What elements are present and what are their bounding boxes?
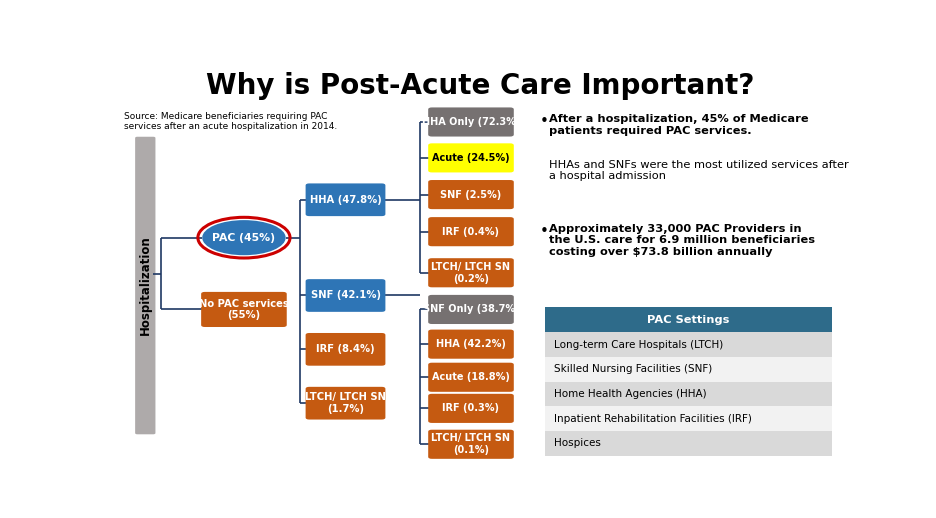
Text: LTCH/ LTCH SN
(1.7%): LTCH/ LTCH SN (1.7%) (305, 393, 386, 414)
FancyBboxPatch shape (545, 407, 831, 431)
Text: Acute (18.8%): Acute (18.8%) (432, 372, 510, 382)
Text: Long-term Care Hospitals (LTCH): Long-term Care Hospitals (LTCH) (554, 340, 723, 350)
FancyBboxPatch shape (428, 363, 514, 392)
FancyBboxPatch shape (428, 295, 514, 324)
FancyBboxPatch shape (428, 430, 514, 459)
FancyBboxPatch shape (428, 107, 514, 137)
Text: PAC Settings: PAC Settings (647, 315, 729, 325)
Text: HHA Only (72.3%): HHA Only (72.3%) (422, 117, 520, 127)
FancyBboxPatch shape (428, 143, 514, 172)
Text: Home Health Agencies (HHA): Home Health Agencies (HHA) (554, 389, 707, 399)
Text: •: • (540, 114, 548, 129)
Text: LTCH/ LTCH SN
(0.2%): LTCH/ LTCH SN (0.2%) (431, 262, 510, 283)
FancyBboxPatch shape (306, 183, 386, 216)
Text: HHAs and SNFs were the most utilized services after
a hospital admission: HHAs and SNFs were the most utilized ser… (548, 160, 848, 181)
FancyBboxPatch shape (428, 217, 514, 246)
FancyBboxPatch shape (428, 394, 514, 423)
FancyBboxPatch shape (306, 387, 386, 420)
Text: Inpatient Rehabilitation Facilities (IRF): Inpatient Rehabilitation Facilities (IRF… (554, 414, 752, 424)
FancyBboxPatch shape (306, 279, 386, 312)
Text: HHA (42.2%): HHA (42.2%) (436, 339, 506, 349)
FancyBboxPatch shape (545, 382, 831, 407)
Text: IRF (0.3%): IRF (0.3%) (443, 404, 500, 413)
Ellipse shape (202, 220, 285, 255)
FancyBboxPatch shape (545, 357, 831, 382)
FancyBboxPatch shape (428, 329, 514, 358)
FancyBboxPatch shape (545, 332, 831, 357)
FancyBboxPatch shape (306, 333, 386, 366)
Text: LTCH/ LTCH SN
(0.1%): LTCH/ LTCH SN (0.1%) (431, 434, 510, 455)
Text: No PAC services
(55%): No PAC services (55%) (199, 299, 289, 320)
Text: IRF (8.4%): IRF (8.4%) (316, 344, 374, 354)
Text: After a hospitalization, 45% of Medicare
patients required PAC services.: After a hospitalization, 45% of Medicare… (548, 114, 809, 136)
Text: HHA (47.8%): HHA (47.8%) (310, 195, 381, 205)
Text: SNF (42.1%): SNF (42.1%) (311, 291, 381, 300)
FancyBboxPatch shape (428, 258, 514, 287)
Text: Hospices: Hospices (554, 438, 601, 449)
Text: Acute (24.5%): Acute (24.5%) (432, 153, 510, 163)
Text: SNF (2.5%): SNF (2.5%) (440, 190, 502, 199)
Text: •: • (540, 224, 548, 239)
Text: PAC (45%): PAC (45%) (212, 233, 275, 242)
FancyBboxPatch shape (545, 308, 831, 332)
FancyBboxPatch shape (545, 431, 831, 456)
Text: Hospitalization: Hospitalization (139, 236, 152, 335)
Text: Approximately 33,000 PAC Providers in
the U.S. care for 6.9 million beneficiarie: Approximately 33,000 PAC Providers in th… (548, 224, 814, 257)
Text: Skilled Nursing Facilities (SNF): Skilled Nursing Facilities (SNF) (554, 364, 712, 375)
FancyBboxPatch shape (135, 137, 155, 434)
Text: IRF (0.4%): IRF (0.4%) (443, 227, 500, 237)
FancyBboxPatch shape (428, 180, 514, 209)
Text: SNF Only (38.7%): SNF Only (38.7%) (423, 305, 519, 314)
Text: Why is Post-Acute Care Important?: Why is Post-Acute Care Important? (206, 72, 753, 100)
Text: Source: Medicare beneficiaries requiring PAC
services after an acute hospitaliza: Source: Medicare beneficiaries requiring… (124, 112, 338, 132)
FancyBboxPatch shape (201, 292, 286, 327)
